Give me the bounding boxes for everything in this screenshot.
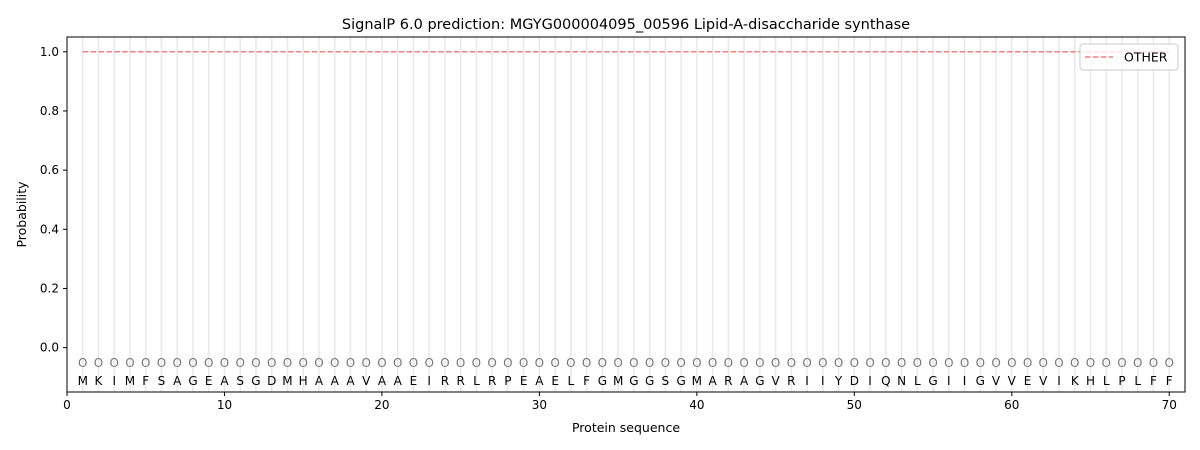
residue-label: I: [821, 374, 825, 388]
residue-label: L: [473, 374, 480, 388]
residue-label: M: [78, 374, 88, 388]
residue-label: Q: [881, 374, 890, 388]
predicted-label-markers: OOOOOOOOOOOOOOOOOOOOOOOOOOOOOOOOOOOOOOOO…: [78, 356, 1174, 370]
x-tick-label: 30: [532, 398, 547, 412]
residue-label: D: [850, 374, 859, 388]
residue-label: K: [1071, 374, 1080, 388]
residue-label: A: [173, 374, 182, 388]
residue-label: Y: [834, 374, 843, 388]
y-axis-label: Probability: [14, 181, 29, 248]
residue-label: P: [1118, 374, 1125, 388]
x-tick-label: 20: [374, 398, 389, 412]
residue-label: M: [613, 374, 623, 388]
residue-label: R: [441, 374, 449, 388]
residue-label: A: [708, 374, 717, 388]
y-tick-label: 1.0: [40, 45, 59, 59]
residue-label: A: [331, 374, 340, 388]
chart-title: SignalP 6.0 prediction: MGYG000004095_00…: [342, 17, 910, 33]
residue-label: V: [1039, 374, 1048, 388]
residue-label: E: [1024, 374, 1032, 388]
residue-label: M: [282, 374, 292, 388]
legend-label: OTHER: [1124, 50, 1168, 65]
residue-label: L: [1134, 374, 1141, 388]
plot-frame: [66, 36, 1186, 393]
residue-label: R: [724, 374, 732, 388]
legend-box: [1079, 43, 1179, 71]
residue-label: E: [551, 374, 559, 388]
residue-label: I: [963, 374, 967, 388]
residue-label: A: [346, 374, 355, 388]
residue-label: A: [220, 374, 229, 388]
residue-label: E: [205, 374, 213, 388]
residue-label: G: [676, 374, 685, 388]
x-tick-label: 60: [1004, 398, 1019, 412]
x-tick-label: 70: [1162, 398, 1177, 412]
y-tick-label: 0.4: [40, 222, 59, 236]
residue-label: N: [897, 374, 906, 388]
residue-label: K: [95, 374, 104, 388]
residue-label: E: [520, 374, 528, 388]
residue-label: H: [299, 374, 308, 388]
x-tick-label: 10: [217, 398, 232, 412]
residue-label: S: [236, 374, 244, 388]
residue-label: A: [535, 374, 544, 388]
residue-label: V: [1008, 374, 1017, 388]
residue-label: I: [112, 374, 116, 388]
residue-label: F: [583, 374, 590, 388]
residue-label: G: [976, 374, 985, 388]
residue-label: P: [504, 374, 511, 388]
residue-label: R: [488, 374, 496, 388]
residue-label: S: [662, 374, 670, 388]
residue-label: R: [456, 374, 464, 388]
y-tick-label: 0.6: [40, 163, 59, 177]
residue-label: E: [410, 374, 418, 388]
x-axis-label: Protein sequence: [572, 420, 680, 435]
residue-label: G: [251, 374, 260, 388]
residue-label: F: [1150, 374, 1157, 388]
residue-label: G: [755, 374, 764, 388]
residue-label: I: [947, 374, 951, 388]
residue-label: F: [1166, 374, 1173, 388]
y-tick-label: 0.8: [40, 104, 59, 118]
residue-label: L: [914, 374, 921, 388]
residue-label: I: [1057, 374, 1061, 388]
residue-label: I: [427, 374, 431, 388]
residue-label: L: [568, 374, 575, 388]
residue-label: A: [315, 374, 324, 388]
residue-label: M: [125, 374, 135, 388]
residue-label: V: [771, 374, 780, 388]
residue-label: G: [598, 374, 607, 388]
residue-label: I: [805, 374, 809, 388]
residue-label: V: [992, 374, 1001, 388]
residue-label: R: [787, 374, 795, 388]
residue-label: H: [1086, 374, 1095, 388]
residue-label: G: [645, 374, 654, 388]
residue-label: A: [394, 374, 403, 388]
y-tick-label: 0.2: [40, 281, 59, 295]
residue-label: A: [378, 374, 387, 388]
x-tick-label: 50: [847, 398, 862, 412]
residue-label: A: [740, 374, 749, 388]
x-tick-label: 0: [63, 398, 71, 412]
residue-label: D: [267, 374, 276, 388]
y-tick-label: 0.0: [40, 341, 59, 355]
residue-label: G: [188, 374, 197, 388]
residue-label: F: [142, 374, 149, 388]
residue-label: L: [1103, 374, 1110, 388]
residue-label: S: [158, 374, 166, 388]
residue-label: G: [629, 374, 638, 388]
residue-label: V: [362, 374, 371, 388]
residue-label: I: [868, 374, 872, 388]
x-tick-label: 40: [689, 398, 704, 412]
residue-label: G: [928, 374, 937, 388]
residue-label: M: [692, 374, 702, 388]
